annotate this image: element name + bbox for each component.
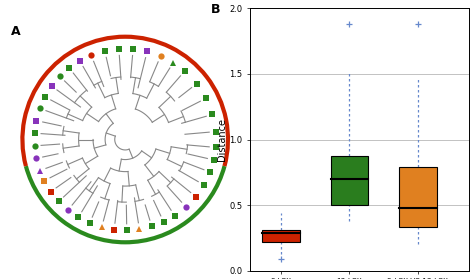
Text: B: B: [211, 3, 220, 16]
Bar: [262, 230, 300, 242]
Y-axis label: Distance: Distance: [217, 118, 227, 161]
Bar: [331, 156, 368, 205]
Text: A: A: [11, 25, 21, 39]
Bar: [399, 167, 437, 227]
